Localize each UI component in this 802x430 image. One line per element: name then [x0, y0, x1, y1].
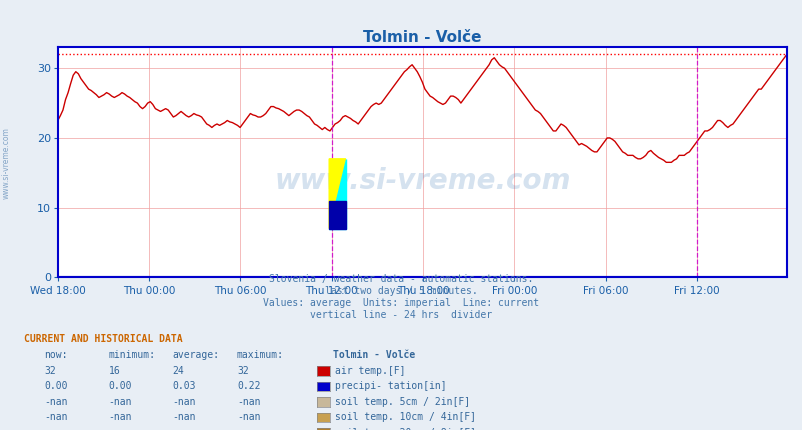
Text: www.si-vreme.com: www.si-vreme.com [2, 127, 11, 200]
Text: soil temp. 20cm / 8in[F]: soil temp. 20cm / 8in[F] [334, 427, 476, 430]
Text: 16: 16 [108, 366, 120, 376]
Text: Slovenia / weather data - automatic stations.: Slovenia / weather data - automatic stat… [269, 273, 533, 284]
Text: -nan: -nan [172, 412, 196, 422]
Text: -nan: -nan [108, 427, 132, 430]
Text: -nan: -nan [172, 427, 196, 430]
Text: 24: 24 [172, 366, 184, 376]
Text: precipi- tation[in]: precipi- tation[in] [334, 381, 446, 391]
Text: Values: average  Units: imperial  Line: current: Values: average Units: imperial Line: cu… [263, 298, 539, 308]
Text: -nan: -nan [237, 396, 260, 407]
Text: 32: 32 [237, 366, 249, 376]
Polygon shape [329, 159, 345, 229]
Text: -nan: -nan [237, 427, 260, 430]
Text: 32: 32 [44, 366, 56, 376]
Text: now:: now: [44, 350, 67, 360]
Text: -nan: -nan [44, 427, 67, 430]
Text: -nan: -nan [237, 412, 260, 422]
Text: -nan: -nan [44, 396, 67, 407]
Text: 0.03: 0.03 [172, 381, 196, 391]
Text: www.si-vreme.com: www.si-vreme.com [273, 167, 570, 195]
Text: -nan: -nan [108, 412, 132, 422]
Text: 0.22: 0.22 [237, 381, 260, 391]
Text: -nan: -nan [44, 412, 67, 422]
Text: CURRENT AND HISTORICAL DATA: CURRENT AND HISTORICAL DATA [24, 334, 183, 344]
Polygon shape [329, 159, 345, 229]
Text: -nan: -nan [108, 396, 132, 407]
Text: last two days / 5 minutes.: last two days / 5 minutes. [325, 286, 477, 296]
Text: Tolmin - Volče: Tolmin - Volče [333, 350, 415, 360]
Text: air temp.[F]: air temp.[F] [334, 366, 405, 376]
Text: maximum:: maximum: [237, 350, 284, 360]
Bar [329, 201, 345, 229]
Text: soil temp. 10cm / 4in[F]: soil temp. 10cm / 4in[F] [334, 412, 476, 422]
Title: Tolmin - Volče: Tolmin - Volče [363, 30, 481, 45]
Text: vertical line - 24 hrs  divider: vertical line - 24 hrs divider [310, 310, 492, 320]
Text: 0.00: 0.00 [44, 381, 67, 391]
Text: 0.00: 0.00 [108, 381, 132, 391]
Text: soil temp. 5cm / 2in[F]: soil temp. 5cm / 2in[F] [334, 396, 469, 407]
Text: average:: average: [172, 350, 220, 360]
Text: -nan: -nan [172, 396, 196, 407]
Text: minimum:: minimum: [108, 350, 156, 360]
